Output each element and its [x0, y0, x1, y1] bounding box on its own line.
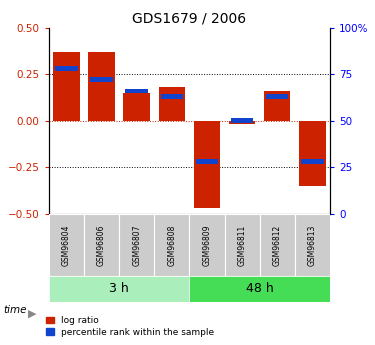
Text: 3 h: 3 h: [109, 283, 129, 295]
Bar: [125, 89, 148, 93]
Bar: [194, 121, 220, 208]
Text: ▶: ▶: [28, 309, 37, 319]
Bar: [49, 276, 189, 302]
Bar: [260, 214, 295, 276]
Bar: [53, 52, 80, 121]
Text: GSM96809: GSM96809: [202, 224, 211, 266]
Text: GSM96804: GSM96804: [62, 224, 71, 266]
Text: GSM96806: GSM96806: [97, 224, 106, 266]
Bar: [160, 94, 183, 99]
Text: GSM96807: GSM96807: [132, 224, 141, 266]
Bar: [189, 214, 225, 276]
Text: GSM96812: GSM96812: [273, 224, 282, 266]
Text: GSM96811: GSM96811: [238, 224, 247, 266]
Text: GSM96813: GSM96813: [308, 224, 317, 266]
Bar: [231, 118, 254, 123]
Bar: [88, 52, 115, 121]
Bar: [299, 121, 326, 186]
Bar: [49, 214, 84, 276]
Bar: [84, 214, 119, 276]
Text: 48 h: 48 h: [246, 283, 273, 295]
Bar: [225, 214, 260, 276]
Text: GSM96808: GSM96808: [167, 224, 176, 266]
Bar: [123, 93, 150, 121]
Text: time: time: [4, 305, 27, 315]
Bar: [266, 94, 288, 99]
Bar: [119, 214, 154, 276]
Bar: [154, 214, 189, 276]
Legend: log ratio, percentile rank within the sample: log ratio, percentile rank within the sa…: [42, 313, 218, 341]
Bar: [55, 66, 78, 71]
Bar: [159, 87, 185, 121]
Bar: [90, 77, 113, 82]
Bar: [295, 214, 330, 276]
Bar: [196, 159, 218, 164]
Bar: [264, 91, 291, 121]
Bar: [301, 159, 324, 164]
Bar: [189, 276, 330, 302]
Title: GDS1679 / 2006: GDS1679 / 2006: [132, 11, 246, 25]
Bar: [229, 121, 255, 125]
